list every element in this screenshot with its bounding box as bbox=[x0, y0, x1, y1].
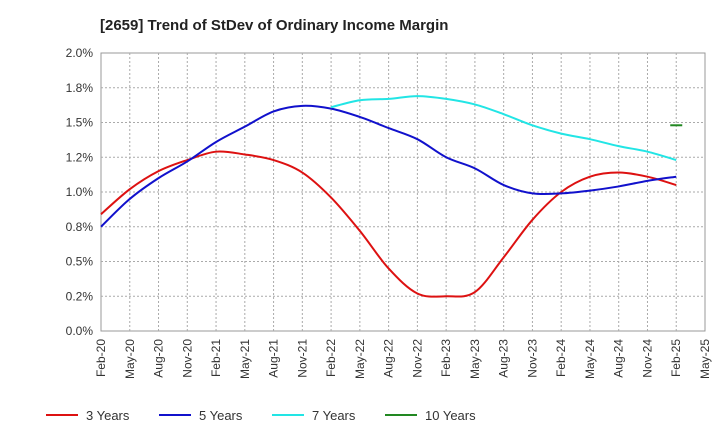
x-tick-label: Feb-25 bbox=[669, 339, 683, 377]
x-tick-label: May-22 bbox=[353, 339, 367, 379]
series-lines bbox=[100, 95, 683, 298]
y-tick-label: 0.0% bbox=[66, 324, 94, 338]
x-tick-label: Aug-22 bbox=[382, 339, 396, 378]
y-tick-label: 1.8% bbox=[66, 81, 94, 95]
x-tick-label: Aug-21 bbox=[267, 339, 281, 378]
x-tick-label: Feb-20 bbox=[94, 339, 108, 377]
legend-label-10-years: 10 Years bbox=[425, 408, 476, 423]
x-tick-label: Nov-24 bbox=[640, 339, 654, 378]
x-tick-label: Feb-24 bbox=[554, 339, 568, 377]
y-tick-label: 0.2% bbox=[66, 289, 94, 303]
y-tick-label: 1.0% bbox=[66, 185, 94, 199]
series-line-3-years bbox=[100, 150, 677, 298]
y-tick-label: 2.0% bbox=[66, 46, 94, 60]
y-tick-label: 0.8% bbox=[66, 220, 94, 234]
x-tick-label: Nov-20 bbox=[180, 339, 194, 378]
x-tick-label: May-23 bbox=[468, 339, 482, 379]
x-tick-label: May-25 bbox=[698, 339, 712, 379]
y-tick-label: 0.5% bbox=[66, 255, 94, 269]
x-tick-label: Aug-24 bbox=[612, 339, 626, 378]
y-tick-label: 1.5% bbox=[66, 116, 94, 130]
chart-title: [2659] Trend of StDev of Ordinary Income… bbox=[100, 17, 448, 34]
x-tick-label: Aug-23 bbox=[497, 339, 511, 378]
x-axis: Feb-20 May-20 Aug-20 Nov-20 Feb-21 May-21 Aug-… bbox=[94, 339, 712, 379]
legend-label-5-years: 5 Years bbox=[199, 408, 243, 423]
x-tick-label: May-24 bbox=[583, 339, 597, 379]
x-tick-label: May-20 bbox=[123, 339, 137, 379]
x-tick-label: Feb-21 bbox=[209, 339, 223, 377]
series-line-7-years bbox=[330, 95, 677, 161]
legend: 3 Years 5 Years 7 Years 10 Years bbox=[46, 408, 476, 423]
x-tick-label: Feb-23 bbox=[439, 339, 453, 377]
x-tick-label: Nov-21 bbox=[295, 339, 309, 378]
legend-label-3-years: 3 Years bbox=[86, 408, 130, 423]
x-tick-label: May-21 bbox=[238, 339, 252, 379]
x-tick-label: Feb-22 bbox=[324, 339, 338, 377]
y-axis: 0.0% 0.2% 0.5% 0.8% 1.0% 1.2% 1.5% 1.8% 2.0% bbox=[66, 46, 94, 338]
y-tick-label: 1.2% bbox=[66, 150, 94, 164]
x-tick-label: Nov-22 bbox=[410, 339, 424, 378]
x-tick-label: Nov-23 bbox=[525, 339, 539, 378]
legend-label-7-years: 7 Years bbox=[312, 408, 356, 423]
x-tick-label: Aug-20 bbox=[152, 339, 166, 378]
series-line-5-years bbox=[100, 104, 677, 228]
grid bbox=[101, 53, 705, 331]
